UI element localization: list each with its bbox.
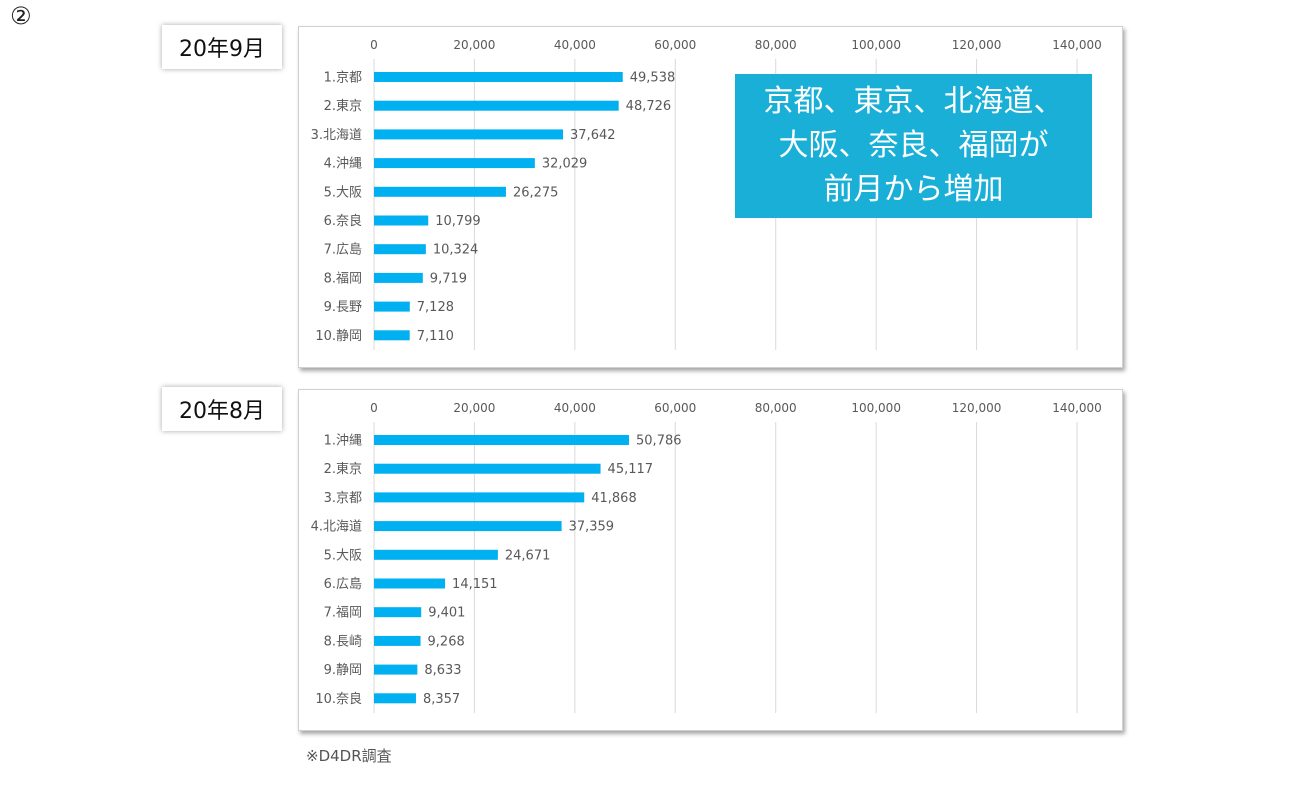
value-label: 48,726: [626, 99, 672, 114]
category-label: 6.広島: [324, 577, 362, 592]
bar: [374, 215, 429, 226]
value-label: 41,868: [591, 491, 637, 506]
category-label: 8.長崎: [324, 634, 362, 649]
category-label: 4.北海道: [311, 520, 362, 535]
category-label: 9.静岡: [324, 663, 362, 678]
x-tick-label: 140,000: [1052, 401, 1102, 415]
x-tick-label: 40,000: [554, 401, 596, 415]
category-label: 8.福岡: [324, 271, 362, 286]
x-tick-label: 120,000: [952, 38, 1002, 52]
category-label: 6.奈良: [324, 213, 362, 229]
bar: [374, 635, 421, 646]
category-label: 7.福岡: [324, 606, 362, 621]
bar: [374, 158, 535, 169]
category-label: 1.沖縄: [324, 434, 362, 449]
period-label-september: 20年9月: [162, 25, 282, 69]
chart-panel-august: 0 20,000 40,000 60,000 80,000 100,000 120,000 1…: [298, 389, 1123, 731]
value-label: 7,110: [417, 329, 454, 344]
value-label: 37,642: [570, 128, 616, 143]
x-tick-label: 100,000: [851, 401, 901, 415]
x-tick-label: 60,000: [654, 38, 696, 52]
bar: [374, 435, 630, 445]
x-tick-label: 100,000: [851, 38, 901, 52]
value-label: 8,633: [424, 663, 461, 678]
bar: [374, 578, 446, 589]
bar: [374, 549, 498, 560]
category-label: 7.広島: [324, 243, 362, 258]
callout-box: 京都、東京、北海道、 大阪、奈良、福岡が 前月から増加: [735, 74, 1092, 218]
x-tick-label: 140,000: [1052, 38, 1102, 52]
category-label: 5.大阪: [324, 185, 362, 200]
bar: [374, 272, 423, 283]
bar: [374, 521, 562, 532]
value-label: 9,719: [430, 271, 467, 286]
value-label: 32,029: [542, 157, 588, 172]
x-tick-label: 40,000: [554, 38, 596, 52]
bar: [374, 244, 426, 255]
bar: [374, 463, 601, 474]
period-label-august: 20年8月: [162, 387, 282, 431]
category-label: 3.京都: [324, 491, 362, 506]
value-label: 45,117: [608, 462, 654, 477]
category-label: 5.大阪: [324, 548, 362, 563]
category-label: 9.長野: [324, 300, 362, 315]
value-label: 37,359: [569, 520, 615, 535]
bar: [374, 330, 410, 341]
bar-chart-august: 0 20,000 40,000 60,000 80,000 100,000 120,000 1…: [311, 401, 1102, 713]
value-label: 49,538: [630, 71, 676, 86]
bar: [374, 607, 422, 618]
category-label: 1.京都: [324, 71, 362, 86]
category-label: 10.奈良: [315, 691, 362, 707]
x-tick-label: 80,000: [755, 401, 797, 415]
value-label: 24,671: [505, 548, 551, 563]
bar-chart-september: 0 20,000 40,000 60,000 80,000 100,000 120,000 1…: [311, 38, 1102, 350]
callout-line-2: 大阪、奈良、福岡が: [778, 128, 1049, 163]
bar: [374, 693, 416, 704]
value-label: 8,357: [423, 692, 460, 707]
category-label: 2.東京: [324, 461, 362, 477]
value-label: 9,401: [428, 606, 465, 621]
x-tick-label: 20,000: [453, 401, 495, 415]
value-label: 10,324: [433, 243, 479, 258]
x-tick-label: 60,000: [654, 401, 696, 415]
category-label: 3.北海道: [311, 128, 362, 143]
x-tick-label: 0: [370, 401, 378, 415]
category-label: 10.静岡: [315, 329, 362, 344]
x-tick-label: 80,000: [755, 38, 797, 52]
category-label: 4.沖縄: [324, 157, 362, 172]
value-label: 50,786: [636, 434, 682, 449]
bar: [374, 492, 585, 503]
value-label: 10,799: [435, 214, 481, 229]
bar: [374, 301, 410, 312]
bar: [374, 72, 623, 82]
bar: [374, 100, 619, 111]
bar: [374, 129, 564, 140]
bar: [374, 186, 506, 197]
slide-number-marker: ②: [10, 2, 32, 30]
x-tick-label: 20,000: [453, 38, 495, 52]
source-note: ※D4DR調査: [306, 747, 392, 765]
callout-line-1: 京都、東京、北海道、: [763, 84, 1064, 119]
value-label: 26,275: [513, 185, 559, 200]
callout-line-3: 前月から増加: [823, 172, 1004, 207]
value-label: 14,151: [452, 577, 498, 592]
value-label: 9,268: [428, 634, 465, 649]
x-tick-label: 120,000: [952, 401, 1002, 415]
x-tick-label: 0: [370, 38, 378, 52]
bar: [374, 664, 418, 675]
value-label: 7,128: [417, 300, 454, 315]
category-label: 2.東京: [324, 98, 362, 114]
